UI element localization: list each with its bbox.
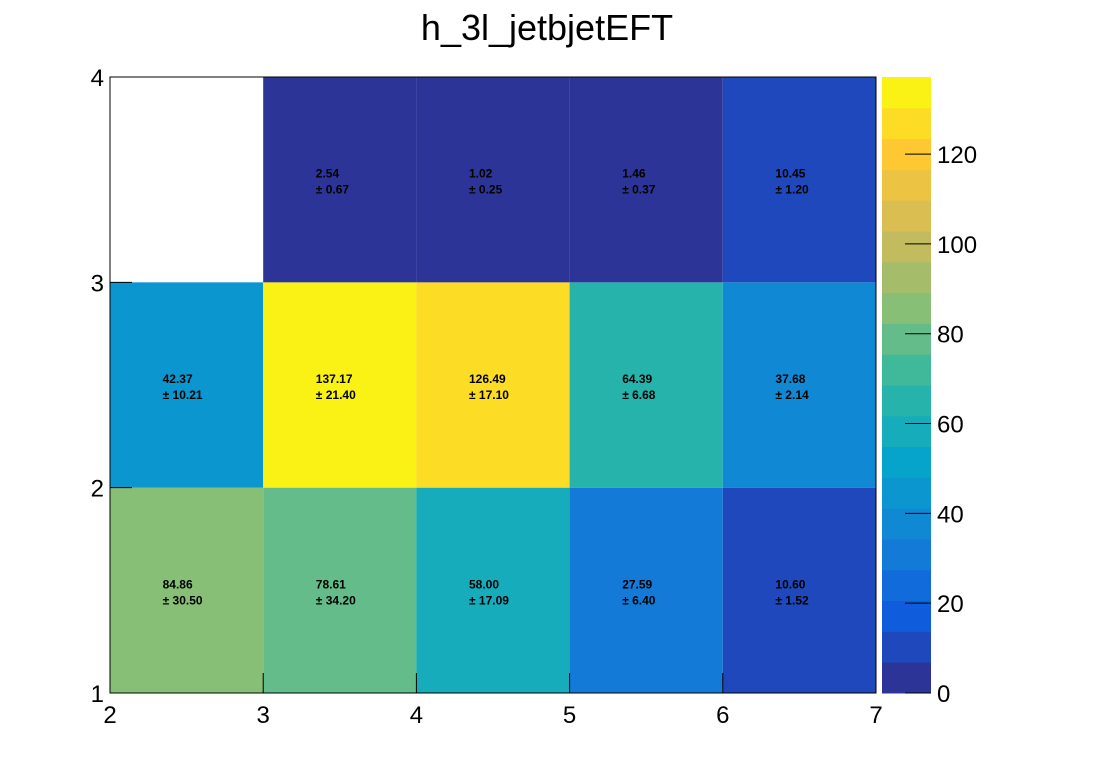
colorbar-tick-label: 0: [937, 681, 950, 708]
cell-value-label: 1.46: [622, 167, 646, 181]
heatmap-cell: [263, 282, 417, 488]
cell-value-label: 1.02: [469, 167, 493, 181]
colorbar-segment: [882, 662, 931, 694]
cell-error-label: ± 2.14: [775, 388, 809, 402]
heatmap-cell: [569, 282, 723, 488]
heatmap-cell: [722, 77, 876, 283]
heatmap-cell: [722, 282, 876, 488]
cell-value-label: 58.00: [469, 577, 499, 591]
heatmap-cell: [416, 487, 570, 693]
cell-value-label: 2.54: [316, 167, 340, 181]
cell-value-label: 137.17: [316, 372, 353, 386]
colorbar-tick-label: 100: [937, 232, 977, 259]
cell-error-label: ± 30.50: [163, 593, 203, 607]
x-tick-label: 3: [257, 702, 270, 729]
colorbar-segment: [882, 231, 931, 263]
cell-value-label: 10.45: [775, 167, 805, 181]
y-tick-label: 3: [91, 270, 104, 297]
colorbar-segment: [882, 107, 931, 140]
colorbar-segment: [882, 200, 931, 232]
cell-error-label: ± 1.52: [775, 593, 809, 607]
heatmap-cell: [263, 77, 417, 283]
x-tick-label: 4: [410, 702, 423, 729]
colorbar-segment: [882, 385, 931, 417]
cell-error-label: ± 0.25: [469, 183, 503, 197]
colorbar-segment: [882, 569, 931, 602]
colorbar-segment: [882, 631, 931, 663]
plot-frame: [109, 76, 877, 694]
cell-error-label: ± 17.09: [469, 593, 509, 607]
heatmap-cell: [569, 487, 723, 693]
colorbar-segment: [882, 169, 931, 201]
colorbar-segment: [882, 477, 931, 509]
cell-value-label: 84.86: [163, 577, 193, 591]
colorbar-segment: [882, 539, 931, 571]
colorbar-segment: [882, 354, 931, 386]
cell-value-label: 126.49: [469, 372, 506, 386]
colorbar-segment: [882, 600, 931, 632]
y-tick-label: 2: [91, 476, 104, 503]
heatmap-cell: [722, 487, 876, 693]
heatmap-cell: [416, 282, 570, 488]
colorbar-tick-label: 60: [937, 412, 964, 439]
cell-error-label: ± 10.21: [163, 388, 203, 402]
x-tick-label: 7: [869, 702, 882, 729]
cell-error-label: ± 6.40: [622, 593, 656, 607]
y-tick-label: 4: [91, 65, 104, 92]
cell-error-label: ± 0.67: [316, 183, 350, 197]
y-tick-label: 1: [91, 681, 104, 708]
x-tick-label: 2: [103, 702, 116, 729]
cell-error-label: ± 6.68: [622, 388, 656, 402]
heatmap-cell: [263, 487, 417, 693]
cell-value-label: 64.39: [622, 372, 652, 386]
colorbar-tick-label: 80: [937, 322, 964, 349]
heatmap-cell: [110, 487, 264, 693]
colorbar-segment: [882, 292, 931, 324]
heatmap-cell: [416, 77, 570, 283]
cell-value-label: 10.60: [775, 577, 805, 591]
cell-error-label: ± 21.40: [316, 388, 356, 402]
cell-value-label: 37.68: [775, 372, 805, 386]
colorbar-segment: [882, 77, 931, 109]
cell-error-label: ± 0.37: [622, 183, 656, 197]
cell-value-label: 42.37: [163, 372, 193, 386]
colorbar-tick-label: 20: [937, 591, 964, 618]
colorbar-tick-label: 40: [937, 501, 964, 528]
chart-title: h_3l_jetbjetEFT: [421, 7, 673, 48]
x-tick-label: 6: [716, 702, 729, 729]
heatmap-cell: [110, 282, 264, 488]
cell-value-label: 78.61: [316, 577, 346, 591]
colorbar-segment: [882, 415, 931, 448]
cell-error-label: ± 17.10: [469, 388, 509, 402]
colorbar-tick-label: 120: [937, 142, 977, 169]
colorbar-segment: [882, 323, 931, 355]
colorbar-segment: [882, 446, 931, 478]
colorbar-segment: [882, 261, 931, 294]
heatmap-cell: [569, 77, 723, 283]
x-tick-label: 5: [563, 702, 576, 729]
cell-error-label: ± 1.20: [775, 183, 809, 197]
cell-error-label: ± 34.20: [316, 593, 356, 607]
cell-value-label: 27.59: [622, 577, 652, 591]
